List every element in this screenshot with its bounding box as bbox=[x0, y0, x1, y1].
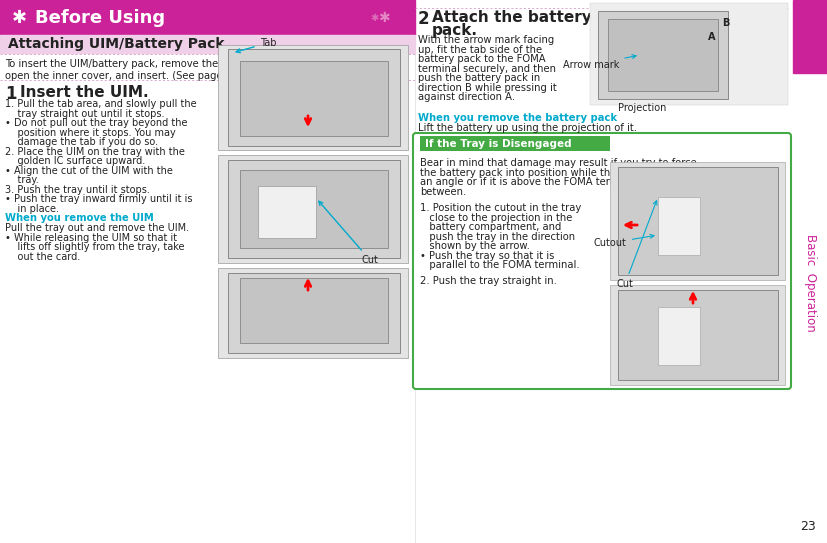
Text: against direction A.: against direction A. bbox=[418, 92, 515, 102]
Text: 1. Position the cutout in the tray: 1. Position the cutout in the tray bbox=[420, 203, 581, 213]
Text: ✱: ✱ bbox=[370, 13, 378, 23]
Bar bbox=[240, 170, 388, 248]
Text: With the arrow mark facing: With the arrow mark facing bbox=[418, 35, 554, 45]
Text: • Do not pull out the tray beyond the: • Do not pull out the tray beyond the bbox=[5, 118, 188, 128]
Text: Insert the UIM.: Insert the UIM. bbox=[20, 85, 149, 100]
Bar bbox=[218, 268, 408, 358]
Text: If the Tray is Disengaged: If the Tray is Disengaged bbox=[425, 138, 571, 148]
Text: ✱: ✱ bbox=[12, 9, 27, 27]
Text: 1. Pull the tab area, and slowly pull the: 1. Pull the tab area, and slowly pull th… bbox=[5, 99, 197, 109]
Text: Attach the battery: Attach the battery bbox=[432, 10, 592, 25]
Text: 3. Push the tray until it stops.: 3. Push the tray until it stops. bbox=[5, 185, 150, 194]
Text: Cutout: Cutout bbox=[594, 235, 654, 248]
Text: golden IC surface upward.: golden IC surface upward. bbox=[5, 156, 146, 166]
Bar bbox=[240, 278, 388, 343]
Text: To insert the UIM/battery pack, remove the back cover, then
open the inner cover: To insert the UIM/battery pack, remove t… bbox=[5, 59, 305, 80]
Text: direction B while pressing it: direction B while pressing it bbox=[418, 83, 557, 92]
Text: Cut: Cut bbox=[319, 201, 379, 265]
Bar bbox=[598, 11, 728, 99]
Text: between.: between. bbox=[420, 186, 466, 197]
Text: the battery pack into position while the tray is inclined at: the battery pack into position while the… bbox=[420, 167, 706, 178]
Text: Tab: Tab bbox=[237, 38, 276, 53]
Bar bbox=[618, 167, 778, 275]
Bar bbox=[258, 186, 316, 238]
Text: up, fit the tab side of the: up, fit the tab side of the bbox=[418, 45, 543, 54]
Text: terminal securely, and then: terminal securely, and then bbox=[418, 64, 556, 73]
Text: 23: 23 bbox=[801, 520, 816, 533]
Text: 2. Push the tray straight in.: 2. Push the tray straight in. bbox=[420, 276, 557, 286]
Text: 2: 2 bbox=[418, 10, 429, 28]
Text: shown by the arrow.: shown by the arrow. bbox=[420, 241, 530, 251]
Text: Projection: Projection bbox=[618, 103, 667, 113]
Text: in place.: in place. bbox=[5, 204, 59, 213]
Bar bbox=[420, 136, 610, 151]
Bar bbox=[228, 160, 400, 258]
Text: When you remove the battery pack: When you remove the battery pack bbox=[418, 113, 617, 123]
Text: tray.: tray. bbox=[5, 175, 39, 185]
Text: Bear in mind that damage may result if you try to force: Bear in mind that damage may result if y… bbox=[420, 158, 697, 168]
Text: 2. Place the UIM on the tray with the: 2. Place the UIM on the tray with the bbox=[5, 147, 185, 156]
FancyBboxPatch shape bbox=[413, 133, 791, 389]
Text: out the card.: out the card. bbox=[5, 251, 80, 262]
Text: • Align the cut of the UIM with the: • Align the cut of the UIM with the bbox=[5, 166, 173, 175]
Text: Before Using: Before Using bbox=[35, 9, 165, 27]
Text: Arrow mark: Arrow mark bbox=[563, 55, 636, 70]
Text: push the battery pack in: push the battery pack in bbox=[418, 73, 540, 83]
Text: position where it stops. You may: position where it stops. You may bbox=[5, 128, 176, 137]
Text: Basic  Operation: Basic Operation bbox=[804, 234, 816, 332]
Text: • While releasing the UIM so that it: • While releasing the UIM so that it bbox=[5, 232, 177, 243]
Bar bbox=[228, 49, 400, 146]
Bar bbox=[658, 307, 700, 365]
Text: A: A bbox=[708, 32, 715, 42]
Text: Pull the tray out and remove the UIM.: Pull the tray out and remove the UIM. bbox=[5, 223, 189, 233]
Bar bbox=[608, 19, 718, 91]
Bar bbox=[590, 3, 788, 105]
Text: close to the projection in the: close to the projection in the bbox=[420, 212, 572, 223]
Text: tray straight out until it stops.: tray straight out until it stops. bbox=[5, 109, 165, 118]
Bar bbox=[610, 285, 785, 385]
Text: push the tray in the direction: push the tray in the direction bbox=[420, 231, 575, 242]
Text: pack.: pack. bbox=[432, 23, 478, 38]
Text: lifts off slightly from the tray, take: lifts off slightly from the tray, take bbox=[5, 242, 184, 252]
Bar bbox=[0, 35, 415, 53]
Text: • Push the tray so that it is: • Push the tray so that it is bbox=[420, 250, 554, 261]
Text: battery pack to the FOMA: battery pack to the FOMA bbox=[418, 54, 546, 64]
Bar bbox=[0, 0, 415, 35]
Text: • Push the tray inward firmly until it is: • Push the tray inward firmly until it i… bbox=[5, 194, 193, 204]
Text: 1: 1 bbox=[5, 85, 17, 103]
Bar bbox=[618, 290, 778, 380]
Text: When you remove the UIM: When you remove the UIM bbox=[5, 213, 154, 223]
Bar bbox=[240, 61, 388, 136]
Text: Lift the battery up using the projection of it.: Lift the battery up using the projection… bbox=[418, 123, 637, 133]
Text: damage the tab if you do so.: damage the tab if you do so. bbox=[5, 137, 158, 147]
Text: Attaching UIM/Battery Pack: Attaching UIM/Battery Pack bbox=[8, 37, 224, 51]
Bar bbox=[610, 162, 785, 280]
Text: an angle or if it is above the FOMA terminal with a gap in: an angle or if it is above the FOMA term… bbox=[420, 177, 705, 187]
Text: Cut: Cut bbox=[617, 201, 657, 289]
Text: parallel to the FOMA terminal.: parallel to the FOMA terminal. bbox=[420, 260, 580, 270]
Text: ✱: ✱ bbox=[379, 11, 390, 25]
Bar bbox=[218, 155, 408, 263]
Bar bbox=[218, 45, 408, 150]
Text: battery compartment, and: battery compartment, and bbox=[420, 222, 562, 232]
Text: B: B bbox=[722, 18, 729, 28]
Bar bbox=[793, 0, 827, 73]
Bar bbox=[228, 273, 400, 353]
Bar bbox=[658, 197, 700, 255]
